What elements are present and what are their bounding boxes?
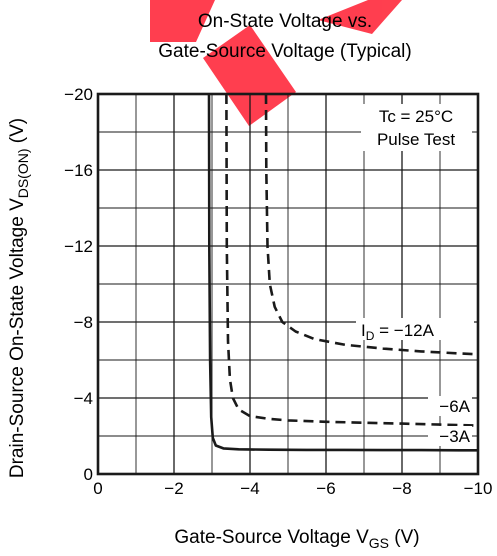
chart-title-line-1: On-State Voltage vs. [198, 11, 372, 32]
y-tick-label: 0 [84, 465, 93, 484]
series-label-6a: −6A [439, 397, 470, 416]
y-tick-labels: 0 −4 −8 −12 −16 −20 [64, 85, 93, 484]
x-tick-label: −8 [392, 479, 411, 498]
y-tick-label: −4 [74, 389, 93, 408]
x-axis-title-sub: GS [369, 535, 389, 551]
watermark-stroke-3 [318, 0, 402, 34]
id-label-sub: D [366, 329, 375, 343]
x-tick-label: −2 [164, 479, 183, 498]
x-tick-label: −4 [240, 479, 259, 498]
y-tick-label: −12 [64, 237, 93, 256]
chart-title-line-2: Gate-Source Voltage (Typical) [158, 41, 411, 62]
id-label: ID = −12A [361, 321, 435, 343]
y-axis-title-unit: (V) [7, 118, 28, 149]
x-axis-title: Gate-Source Voltage VGS (V) [174, 527, 419, 551]
y-tick-label: −20 [64, 85, 93, 104]
x-tick-labels: 0 −2 −4 −6 −8 −10 [93, 479, 492, 498]
y-axis-title-sub: DS(ON) [15, 148, 31, 198]
watermark [150, 0, 402, 126]
x-tick-label: 0 [93, 479, 102, 498]
y-tick-label: −8 [74, 313, 93, 332]
plot-frame [96, 92, 480, 476]
condition-pulse-test: Pulse Test [377, 130, 455, 149]
id-label-value: = −12A [374, 321, 434, 340]
series-label-3a-box [428, 426, 472, 446]
series-label-6a-box [428, 396, 472, 416]
condition-temperature: Tc = 25°C [379, 107, 453, 126]
y-axis-title-main: Drain-Source On-State Voltage V [7, 198, 28, 478]
series-line-3 [264, 93, 479, 356]
conditions-box [361, 104, 472, 151]
y-tick-label: −16 [64, 161, 93, 180]
series-line-2 [225, 93, 479, 427]
x-axis-title-unit: (V) [389, 527, 420, 548]
series-line-1 [207, 93, 478, 452]
series-layer [207, 93, 479, 452]
id-label-main: I [361, 321, 366, 340]
id-label-box [356, 318, 474, 340]
x-tick-label: −10 [464, 479, 493, 498]
x-axis-title-main: Gate-Source Voltage V [174, 527, 369, 548]
watermark-stroke-2 [203, 25, 296, 126]
y-axis-title: Drain-Source On-State Voltage VDS(ON) (V… [7, 118, 31, 478]
series-label-3a: −3A [439, 427, 470, 446]
x-tick-label: −6 [316, 479, 335, 498]
watermark-stroke-1 [150, 0, 215, 42]
